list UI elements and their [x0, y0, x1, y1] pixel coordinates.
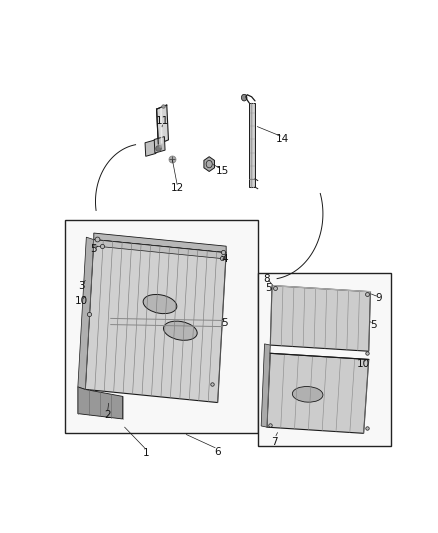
Polygon shape: [78, 237, 94, 390]
Polygon shape: [261, 344, 270, 427]
Polygon shape: [85, 240, 226, 402]
Text: 12: 12: [171, 183, 184, 193]
Polygon shape: [154, 136, 165, 153]
Polygon shape: [267, 353, 369, 433]
Text: 9: 9: [376, 293, 382, 303]
Text: 5: 5: [371, 320, 377, 329]
Polygon shape: [93, 240, 226, 259]
Text: 4: 4: [221, 254, 228, 264]
Polygon shape: [94, 233, 226, 253]
Text: 5: 5: [221, 318, 228, 327]
Polygon shape: [145, 140, 156, 156]
Bar: [258, 273, 391, 446]
Ellipse shape: [163, 321, 197, 340]
Text: 11: 11: [156, 116, 170, 126]
Polygon shape: [78, 387, 123, 419]
Text: 5: 5: [265, 282, 272, 293]
Polygon shape: [270, 286, 371, 351]
Ellipse shape: [293, 386, 323, 402]
Text: 8: 8: [264, 273, 270, 284]
Text: 6: 6: [214, 447, 221, 457]
Text: 5: 5: [91, 245, 97, 254]
Text: 1: 1: [143, 448, 150, 458]
Polygon shape: [156, 105, 169, 144]
Bar: [65, 220, 258, 433]
Polygon shape: [204, 157, 215, 172]
Text: 10: 10: [357, 359, 370, 369]
Polygon shape: [249, 103, 255, 187]
Text: 2: 2: [104, 410, 111, 420]
Ellipse shape: [143, 294, 177, 313]
Text: 3: 3: [78, 280, 85, 290]
Circle shape: [241, 94, 247, 101]
Text: 7: 7: [272, 437, 278, 447]
Text: 10: 10: [74, 296, 88, 306]
Text: 15: 15: [215, 166, 229, 176]
Text: 14: 14: [276, 134, 290, 144]
